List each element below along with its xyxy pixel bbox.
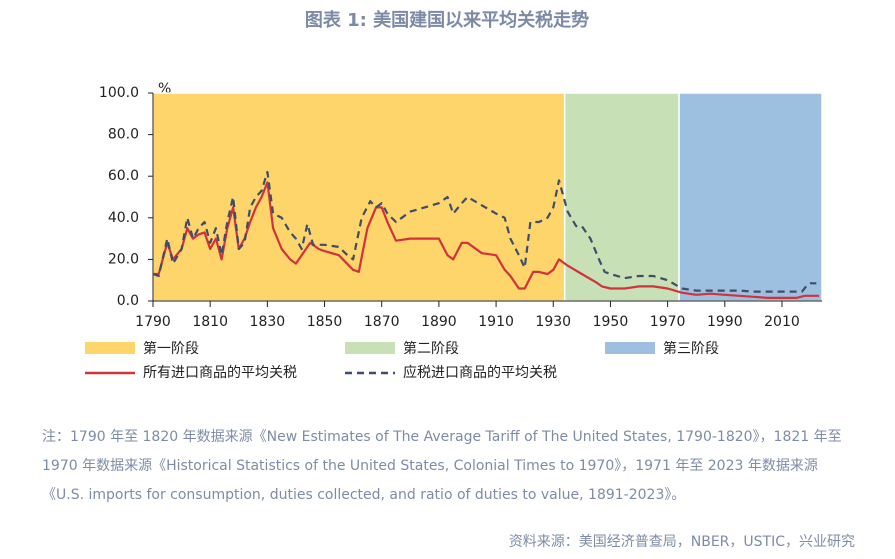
- legend-label: 应税进口商品的平均关税: [403, 364, 557, 381]
- legend-label: 第三阶段: [663, 340, 719, 357]
- y-tick-label: 60.0: [108, 168, 139, 184]
- y-tick-label: 80.0: [108, 127, 139, 143]
- legend-swatch: [85, 342, 135, 354]
- legend-label: 第二阶段: [403, 340, 459, 357]
- x-tick-label: 1930: [535, 314, 571, 330]
- x-tick-label: 1990: [707, 314, 743, 330]
- x-tick-label: 1790: [135, 314, 171, 330]
- y-tick-label: 40.0: [108, 210, 139, 226]
- chart-title: 图表 1: 美国建国以来平均关税走势: [305, 9, 589, 31]
- x-tick-label: 1910: [478, 314, 514, 330]
- y-tick-label: 0.0: [117, 293, 139, 309]
- x-tick-label: 1830: [250, 314, 286, 330]
- source: 资料来源：美国经济普查局，NBER，USTIC，兴业研究: [509, 534, 855, 550]
- legend-swatch: [605, 342, 655, 354]
- x-tick-label: 1890: [421, 314, 457, 330]
- plot: 0.0 20.0 40.0 60.0 80.0 100.0 1790 1810 1830 1850…: [85, 85, 823, 381]
- legend-label: 第一阶段: [143, 340, 199, 357]
- phase-band: [678, 92, 823, 302]
- y-tick-label: 20.0: [108, 251, 139, 267]
- x-tick-label: 1870: [364, 314, 400, 330]
- series-line: [153, 181, 820, 299]
- note-line: 1970 年数据来源《Historical Statistics of the …: [42, 458, 818, 474]
- x-tick-label: 1950: [593, 314, 629, 330]
- note-line: 注：1790 年至 1820 年数据来源《New Estimates of Th…: [42, 429, 842, 445]
- x-tick-label: 1810: [192, 314, 228, 330]
- legend-swatch: [345, 342, 395, 354]
- phase-band: [563, 92, 680, 302]
- series-line: [152, 170, 817, 293]
- note-line: 《U.S. imports for consumption, duties co…: [42, 487, 685, 503]
- x-tick-label: 1850: [307, 314, 343, 330]
- x-tick-label: 1970: [650, 314, 686, 330]
- legend-label: 所有进口商品的平均关税: [143, 365, 297, 381]
- y-tick-label: 100.0: [99, 85, 139, 101]
- x-tick-label: 2010: [764, 314, 800, 330]
